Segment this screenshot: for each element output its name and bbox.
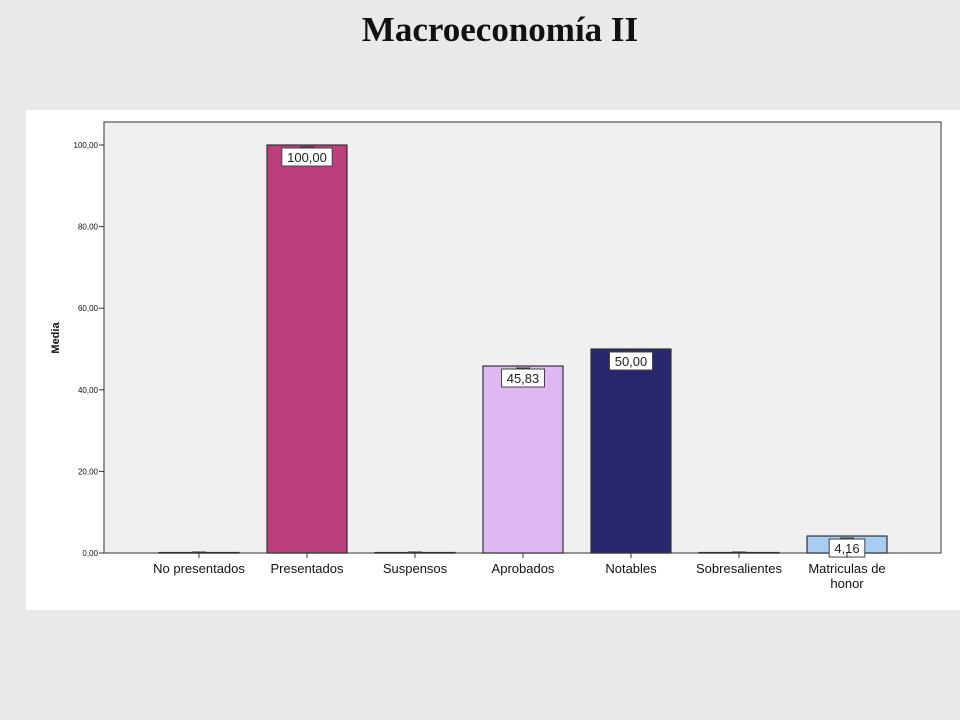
slide-title: Macroeconomía II xyxy=(361,10,639,49)
category-label: Sobresalientes xyxy=(696,561,782,576)
bar xyxy=(590,348,672,554)
y-tick-label: 100,00 xyxy=(74,141,99,150)
data-label-box xyxy=(609,351,653,371)
bar xyxy=(266,144,348,554)
data-label: 45,83 xyxy=(507,371,540,386)
y-tick-label: 0,00 xyxy=(82,549,98,558)
category-label: Suspensos xyxy=(383,561,448,576)
data-label: 4,16 xyxy=(834,541,859,556)
category-label: No presentados xyxy=(153,561,245,576)
bars: 100,00 45,83 50,00 4,16 xyxy=(158,144,888,558)
data-label: 100,00 xyxy=(287,150,327,165)
data-label-box xyxy=(281,147,333,167)
category-label: Matriculas de honor xyxy=(808,561,885,591)
data-label-box xyxy=(501,368,545,388)
data-label: 50,00 xyxy=(615,354,648,369)
y-tick-label: 20,00 xyxy=(78,467,99,476)
chart-panel: 0,00 20,00 40,00 60,00 80,00 100,00 100,00 45,… xyxy=(26,110,960,610)
bar xyxy=(482,365,564,554)
y-axis: 0,00 20,00 40,00 60,00 80,00 100,00 xyxy=(74,141,104,558)
y-tick-label: 80,00 xyxy=(78,223,99,232)
category-label: Aprobados xyxy=(492,561,555,576)
bar-chart: 0,00 20,00 40,00 60,00 80,00 100,00 100,00 45,… xyxy=(50,121,942,591)
category-label: Notables xyxy=(605,561,657,576)
y-tick-label: 60,00 xyxy=(78,304,99,313)
x-axis: No presentados Presentados Suspensos Aproba… xyxy=(153,553,886,591)
y-tick-label: 40,00 xyxy=(78,386,99,395)
category-label: Presentados xyxy=(271,561,344,576)
y-axis-label: Media xyxy=(50,322,62,354)
